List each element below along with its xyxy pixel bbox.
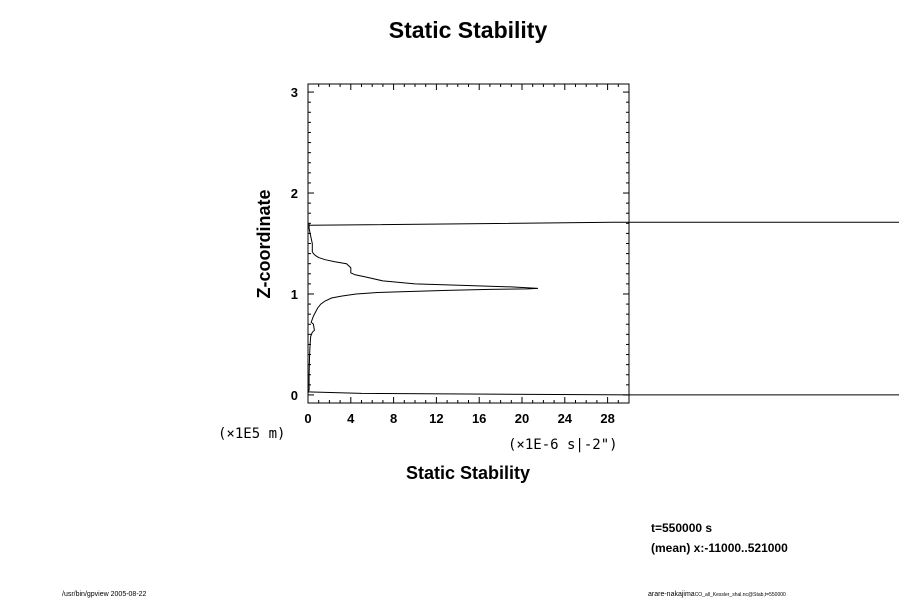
x-axis-ticks: 0 4 8 12 16 20 24 28 bbox=[304, 84, 630, 426]
mean-info: (mean) x:-11000..521000 bbox=[651, 541, 788, 555]
y-tick-label: 2 bbox=[291, 186, 298, 201]
y-tick-label: 0 bbox=[291, 388, 298, 403]
footer-right-small: CO_all_Kessler_shal.nc@Stab,t=550000 bbox=[695, 592, 786, 598]
plot-frame bbox=[307, 83, 630, 404]
x-tick-label: 4 bbox=[347, 411, 355, 426]
y-axis-ticks: 0 1 2 3 bbox=[291, 85, 629, 403]
x-tick-label: 20 bbox=[515, 411, 529, 426]
y-axis-label: Z-coordinate bbox=[254, 189, 274, 298]
footer-right-main: arare-nakajima bbox=[648, 591, 695, 598]
x-tick-label: 24 bbox=[558, 411, 573, 426]
x-tick-label: 0 bbox=[304, 411, 311, 426]
x-tick-label: 28 bbox=[600, 411, 614, 426]
x-unit-label: (×1E-6 s|-2") bbox=[508, 437, 618, 453]
chart-title: Static Stability bbox=[389, 17, 548, 43]
x-axis-label: Static Stability bbox=[406, 463, 530, 483]
lower-boundary-line bbox=[307, 391, 899, 396]
x-tick-label: 12 bbox=[429, 411, 443, 426]
y-unit-label: (×1E5 m) bbox=[218, 426, 285, 442]
x-tick-label: 16 bbox=[472, 411, 486, 426]
time-info: t=550000 s bbox=[651, 521, 712, 535]
upper-boundary-line bbox=[309, 221, 899, 226]
y-tick-label: 1 bbox=[291, 287, 298, 302]
series-layer bbox=[307, 221, 899, 396]
x-tick-label: 8 bbox=[390, 411, 397, 426]
footer-left: /usr/bin/gpview 2005-08-22 bbox=[62, 591, 147, 598]
stability-profile-line bbox=[307, 223, 539, 394]
footer-right: arare-nakajimaCO_all_Kessler_shal.nc@Sta… bbox=[648, 591, 786, 598]
y-tick-label: 3 bbox=[291, 85, 298, 100]
